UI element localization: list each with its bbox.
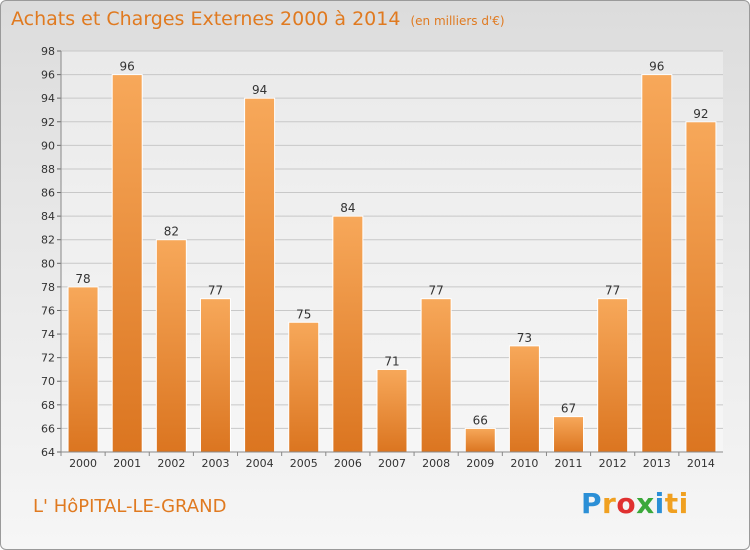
bar	[376, 368, 408, 453]
bar	[67, 286, 99, 453]
bar-value-label: 77	[428, 284, 443, 298]
x-tick-label: 2011	[555, 457, 583, 470]
y-tick-label: 96	[41, 69, 55, 82]
y-tick-label: 94	[41, 92, 55, 105]
y-tick-label: 98	[41, 45, 55, 58]
bar	[508, 345, 540, 453]
x-tick-label: 2001	[113, 457, 141, 470]
y-tick-label: 88	[41, 163, 55, 176]
bar-value-label: 77	[208, 284, 223, 298]
logo-letter: P	[581, 487, 603, 520]
bar-value-label: 67	[561, 402, 576, 416]
logo-letter: x	[636, 487, 655, 520]
bar-value-label: 77	[605, 284, 620, 298]
bar	[597, 298, 629, 453]
logo-letter: r	[602, 487, 617, 520]
chart-title: Achats et Charges Externes 2000 à 2014 (e…	[11, 8, 505, 30]
bar-value-label: 71	[384, 354, 399, 368]
bar	[111, 74, 143, 453]
x-tick-label: 2003	[201, 457, 229, 470]
y-tick-label: 80	[41, 257, 55, 270]
bar	[553, 416, 585, 453]
x-tick-label: 2014	[687, 457, 715, 470]
bar	[685, 121, 717, 453]
chart-title-text: Achats et Charges Externes 2000 à 2014	[11, 8, 401, 30]
chart-unit-note: (en milliers d'€)	[410, 14, 505, 28]
bar	[244, 97, 276, 453]
x-tick-label: 2010	[510, 457, 538, 470]
x-tick-label: 2005	[290, 457, 318, 470]
y-tick-label: 70	[41, 375, 55, 388]
x-tick-label: 2013	[643, 457, 671, 470]
y-tick-label: 74	[41, 328, 55, 341]
y-tick-label: 82	[41, 234, 55, 247]
logo-letter: ti	[664, 487, 689, 520]
y-tick-label: 76	[41, 304, 55, 317]
bar	[420, 298, 452, 453]
bar-value-label: 78	[75, 272, 90, 286]
bar	[332, 215, 364, 453]
logo-letter: i	[654, 487, 665, 520]
logo-letter: o	[616, 487, 637, 520]
y-tick-label: 84	[41, 210, 55, 223]
y-tick-label: 86	[41, 187, 55, 200]
bar-value-label: 66	[473, 413, 488, 427]
x-tick-label: 2006	[334, 457, 362, 470]
proxiti-logo: Proxiti	[581, 487, 689, 520]
bars: 78 96 82 77 94 75 84 71 77 66 73 67 77 96 92	[67, 60, 717, 453]
x-tick-label: 2004	[246, 457, 274, 470]
bar-value-label: 94	[252, 83, 267, 97]
y-axis: 64 66 68 70 72 74 76 78 80 82 84 86 88 90 92 94 96 98	[41, 45, 62, 459]
x-axis: 2000 2001 2002 2003 2004 2005 2006 2007 2008 2009…	[60, 451, 723, 470]
bar-value-label: 75	[296, 307, 311, 321]
y-tick-label: 72	[41, 352, 55, 365]
x-tick-label: 2012	[599, 457, 627, 470]
x-tick-label: 2000	[69, 457, 97, 470]
y-tick-label: 64	[41, 446, 55, 459]
bar	[464, 427, 496, 453]
bar-value-label: 96	[649, 60, 664, 74]
y-tick-label: 78	[41, 281, 55, 294]
bar	[155, 239, 187, 453]
x-tick-label: 2009	[466, 457, 494, 470]
bar	[641, 74, 673, 453]
bar-value-label: 96	[120, 60, 135, 74]
bar	[199, 298, 231, 453]
x-tick-label: 2002	[157, 457, 185, 470]
x-tick-label: 2007	[378, 457, 406, 470]
bar-value-label: 82	[164, 225, 179, 239]
y-tick-label: 90	[41, 139, 55, 152]
y-tick-label: 66	[41, 422, 55, 435]
bar-value-label: 92	[693, 107, 708, 121]
y-tick-label: 92	[41, 116, 55, 129]
bar-value-label: 84	[340, 201, 355, 215]
place-name: L' HôPITAL-LE-GRAND	[33, 496, 227, 517]
bar-value-label: 73	[517, 331, 532, 345]
x-tick-label: 2008	[422, 457, 450, 470]
y-tick-label: 68	[41, 399, 55, 412]
bar	[288, 321, 320, 453]
